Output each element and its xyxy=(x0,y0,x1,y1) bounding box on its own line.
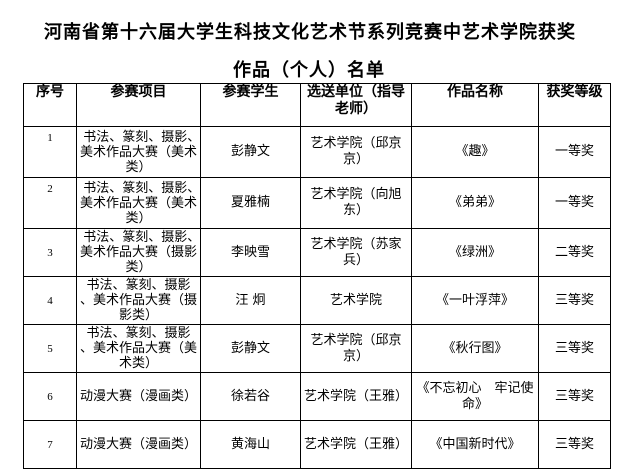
cell-item: 动漫大赛（漫画类） xyxy=(76,420,201,469)
cell-award: 二等奖 xyxy=(538,228,611,277)
header-unit: 选送单位（指导老师） xyxy=(300,83,412,127)
table-row: 4 书法、篆刻、摄影 、美术作品大赛（摄影类）汪 炯艺术学院 《一叶浮萍》 三等奖 xyxy=(23,276,611,325)
cell-item: 动漫大赛（漫画类） xyxy=(76,372,201,421)
table-row: 6 动漫大赛（漫画类） 徐若谷 艺术学院（王雅） 《不忘初心 牢记使命》 三等奖 xyxy=(23,372,611,421)
cell-student: 徐若谷 xyxy=(200,372,301,421)
cell-student: 汪 炯 xyxy=(200,276,301,325)
cell-student: 夏雅楠 xyxy=(200,177,301,229)
cell-no: 1 xyxy=(23,126,77,178)
header-item: 参赛项目 xyxy=(76,83,201,127)
cell-no: 5 xyxy=(23,324,77,373)
cell-work: 《不忘初心 牢记使命》 xyxy=(411,372,539,421)
cell-student: 黄海山 xyxy=(200,420,301,469)
cell-award: 三等奖 xyxy=(538,420,611,469)
cell-unit: 艺术学院 xyxy=(300,276,412,325)
cell-work: 《中国新时代》 xyxy=(411,420,539,469)
cell-award: 三等奖 xyxy=(538,324,611,373)
cell-work: 《一叶浮萍》 xyxy=(411,276,539,325)
cell-no: 3 xyxy=(23,228,77,277)
cell-work: 《秋行图》 xyxy=(411,324,539,373)
table-header-row: 序号 参赛项目 参赛学生 选送单位（指导老师） 作品名称 获奖等级 xyxy=(23,83,611,127)
awards-table: 序号 参赛项目 参赛学生 选送单位（指导老师） 作品名称 获奖等级 1 书法、篆刻… xyxy=(23,83,611,469)
cell-student: 彭静文 xyxy=(200,126,301,178)
cell-item: 书法、篆刻、摄影、 美术作品大赛（美术类） xyxy=(76,177,201,229)
header-no: 序号 xyxy=(23,83,77,127)
cell-award: 三等奖 xyxy=(538,372,611,421)
header-work: 作品名称 xyxy=(411,83,539,127)
cell-item: 书法、篆刻、摄影、 美术作品大赛（美术类） xyxy=(76,126,201,178)
document-title: 河南省第十六届大学生科技文化艺术节系列竞赛中艺术学院获奖 xyxy=(44,22,576,43)
cell-unit: 艺术学院（向旭东） xyxy=(300,177,412,229)
cell-no: 4 xyxy=(23,276,77,325)
cell-unit: 艺术学院（邱京京） xyxy=(300,324,412,373)
cell-no: 2 xyxy=(23,177,77,229)
cell-work: 《弟弟》 xyxy=(411,177,539,229)
table-row: 1 书法、篆刻、摄影、 美术作品大赛（美术类） 彭静文 艺术学院（邱京京） 《趣》 一等奖 xyxy=(23,126,611,178)
cell-unit: 艺术学院（王雅） xyxy=(300,372,412,421)
cell-item: 书法、篆刻、摄影、 美术作品大赛（摄影类） xyxy=(76,228,201,277)
cell-work: 《绿洲》 xyxy=(411,228,539,277)
header-award: 获奖等级 xyxy=(538,83,611,127)
document-subtitle: 作品（个人）名单 xyxy=(233,60,385,81)
cell-no: 6 xyxy=(23,372,77,421)
table-row: 7 动漫大赛（漫画类） 黄海山 艺术学院（王雅） 《中国新时代》 三等奖 xyxy=(23,420,611,469)
table-row: 2 书法、篆刻、摄影、 美术作品大赛（美术类） 夏雅楠 艺术学院（向旭东） 《弟弟》 一等… xyxy=(23,177,611,229)
cell-item: 书法、篆刻、摄影 、美术作品大赛（摄影类） xyxy=(76,276,201,325)
cell-unit: 艺术学院（苏家兵） xyxy=(300,228,412,277)
cell-unit: 艺术学院（王雅） xyxy=(300,420,412,469)
cell-award: 一等奖 xyxy=(538,177,611,229)
header-student: 参赛学生 xyxy=(200,83,301,127)
cell-work: 《趣》 xyxy=(411,126,539,178)
cell-item: 书法、篆刻、摄影 、美术作品大赛（美术类） xyxy=(76,324,201,373)
table-row: 3 书法、篆刻、摄影、 美术作品大赛（摄影类） 李映雪 艺术学院（苏家兵） 《绿洲》 二等… xyxy=(23,228,611,277)
table-row: 5 书法、篆刻、摄影 、美术作品大赛（美术类） 彭静文 艺术学院（邱京京） 《秋行图》三… xyxy=(23,324,611,373)
cell-no: 7 xyxy=(23,420,77,469)
cell-award: 一等奖 xyxy=(538,126,611,178)
cell-unit: 艺术学院（邱京京） xyxy=(300,126,412,178)
cell-student: 彭静文 xyxy=(200,324,301,373)
cell-award: 三等奖 xyxy=(538,276,611,325)
